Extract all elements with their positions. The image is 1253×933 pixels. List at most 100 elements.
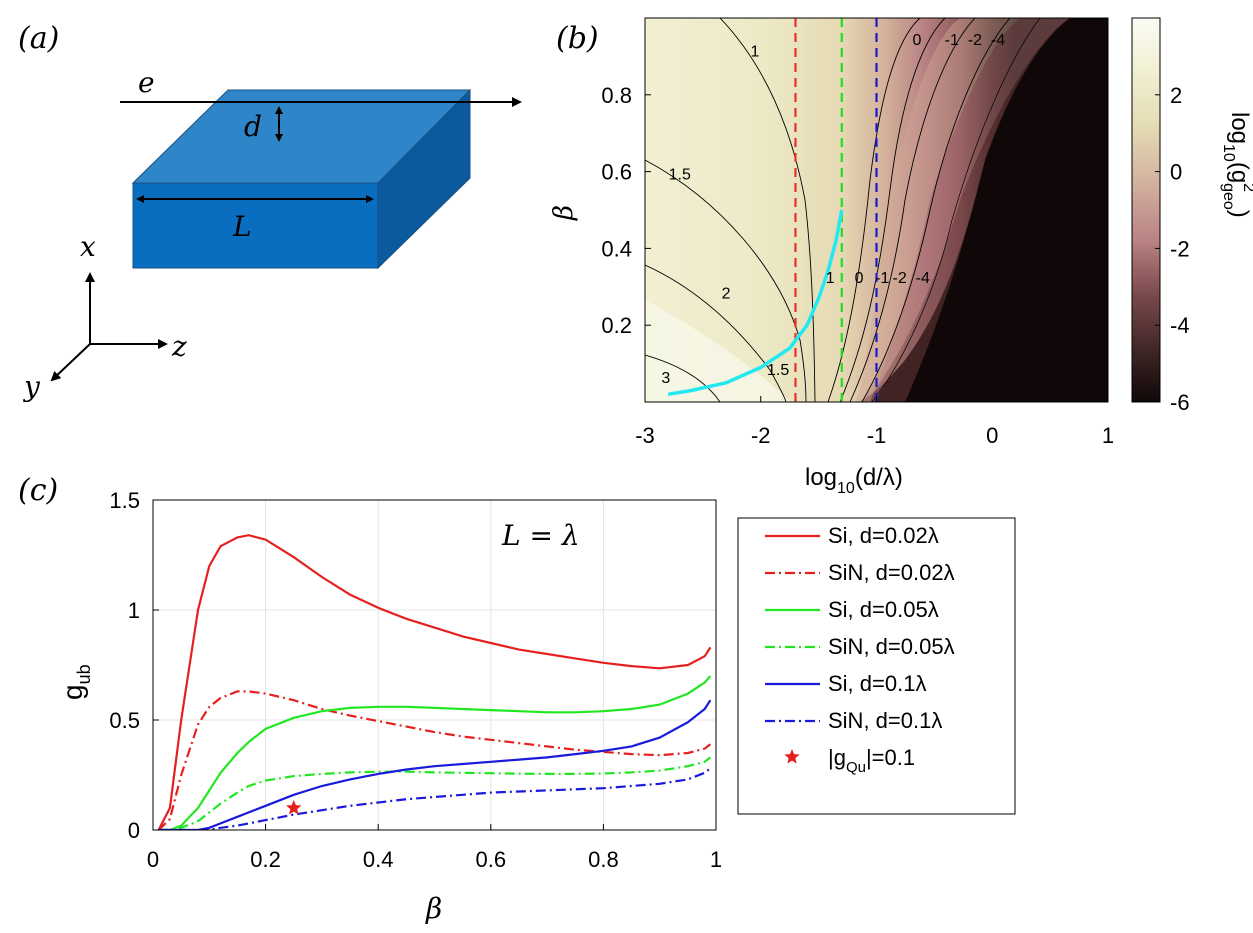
legend-label-4: Si, d=0.1λ [828,671,926,696]
colorbar-tick-label: 2 [1170,83,1182,108]
heatmap-ytick-label: 0.8 [601,83,632,108]
legend-label-1: SiN, d=0.02λ [828,560,955,585]
y-axis-label: y [22,370,41,403]
legend-label-0: Si, d=0.02λ [828,523,939,548]
line-xtick-label: 0.4 [363,847,394,872]
contour-label-11: -1 [875,270,889,287]
line-ytick-label: 1.5 [109,488,140,513]
heatmap-area: 11.50 -1 -2 -423 1.51 0 -1 -2 -4 [645,18,1108,402]
heatmap-xtick-label: -1 [867,423,887,448]
colorbar-tick-label: -4 [1170,313,1190,338]
colorbar-label: log10(g2geo) [1220,112,1253,218]
panel-a-label: (a) [18,21,59,56]
colorbar [1131,17,1161,403]
line-chart-ylabel: gub [57,664,94,700]
contour-label-2: 0 [913,32,922,49]
star-marker [286,800,302,815]
contour-line-neg1 [839,18,946,402]
series-line-3 [158,756,712,830]
line-ytick-label: 0.5 [109,708,140,733]
legend-label-3: SiN, d=0.05λ [828,634,955,659]
contour-line-neg5 [871,18,1041,402]
legend-label-2: Si, d=0.05λ [828,597,939,622]
legend-label-marker: |gQu|=0.1 [828,745,915,776]
heatmap-transition-band [860,18,1070,402]
heatmap-xtick-label: 0 [986,423,998,448]
legend-label-5: SiN, d=0.1λ [828,708,942,733]
contour-label-0: 1 [751,43,760,60]
series-line-5 [158,767,712,830]
heatmap-xtick-label: -3 [635,423,655,448]
panel-a: (a) e d L x z y [18,21,522,403]
panel-b-label: (b) [556,21,599,56]
heatmap-xtick-label: -2 [751,423,771,448]
series-line-1 [157,690,712,830]
line-ytick-label: 1 [128,598,140,623]
heatmap-ytick-label: 0.2 [601,313,632,338]
y-axis-arrow [50,343,91,382]
heatmap-transition-band-3 [855,18,1020,402]
heatmap-dark-region [860,18,1108,402]
panel-c: (c) 0 0.2 0.4 0.6 0.8 1 0 0.5 1 1.5 L = λ β gub S… [18,473,1016,925]
contour-label-8: 1.5 [767,362,789,379]
contour-line-1-5 [645,159,807,402]
legend-star-swatch [784,749,800,764]
series-line-2 [158,675,712,830]
heatmap-xlabel: log10(d/λ) [805,464,903,497]
line-chart-xlabel: β [425,892,442,925]
contour-label-3: -1 [945,32,959,49]
heatmap-ytick-label: 0.6 [601,160,632,185]
cyan-optimal-curve [667,209,844,397]
x-axis-label: x [80,230,96,263]
colorbar-tick-label: 0 [1170,160,1182,185]
contour-line-0 [827,18,921,402]
colorbar-ticks: -6 -4 -2 0 2 [1155,83,1190,415]
chart-annotation: L = λ [501,519,580,552]
z-axis-label: z [171,330,187,363]
series-line-4 [158,699,712,830]
colorbar-tick-label: -2 [1170,236,1190,261]
contour-label-13: -4 [916,270,930,287]
contour-line-1 [719,18,816,402]
heatmap-ticks: -3 -2 -1 0 10.20.40.60.8 [601,83,1114,448]
contour-line-2 [645,264,787,402]
contour-label-6: 2 [722,285,731,302]
line-chart-ticks: 0 0.2 0.4 0.6 0.8 1 0 0.5 1 1.5 [109,488,722,872]
contour-line-neg4 [861,18,1011,402]
series-line-0 [157,534,712,830]
contour-labels: 11.50 -1 -2 -423 1.51 0 -1 -2 -4 [661,32,1005,387]
line-xtick-label: 0.2 [250,847,281,872]
box-front-face [132,182,379,269]
heatmap-bright-corner [645,300,790,402]
contour-label-10: 0 [855,270,864,287]
colorbar-tick-label: -6 [1170,390,1190,415]
panel-b: (b) 11.50 -1 -2 -423 1.51 0 -1 -2 -4 -3 -2 -1 [549,17,1253,497]
line-xtick-label: 1 [710,847,722,872]
line-xtick-label: 0.8 [588,847,619,872]
length-label: L [232,210,252,243]
contour-line-3 [645,354,721,402]
contour-label-12: -2 [893,270,907,287]
contour-label-4: -2 [968,32,982,49]
contour-label-5: -4 [991,32,1005,49]
heatmap-transition-band-2 [860,18,1070,402]
contour-label-9: 1 [826,270,835,287]
heatmap-ytick-label: 0.4 [601,236,632,261]
line-xtick-label: 0.6 [476,847,507,872]
line-ytick-label: 0 [128,818,140,843]
thickness-label: d [244,110,262,143]
beam-label: e [138,66,155,99]
line-chart-series [157,534,712,830]
contour-label-1: 1.5 [669,166,691,183]
legend-entries: Si, d=0.02λ SiN, d=0.02λ Si, d=0.05λ SiN, d… [765,523,955,776]
heatmap-xtick-label: 1 [1102,423,1114,448]
line-xtick-label: 0 [147,847,159,872]
heatmap-ylabel: β [549,205,579,221]
line-chart-frame [152,499,717,831]
contour-label-7: 3 [661,370,670,387]
box-side-face [377,88,471,270]
contour-line-neg2 [849,18,976,402]
panel-c-label: (c) [18,473,58,508]
legend-box [737,517,1016,815]
